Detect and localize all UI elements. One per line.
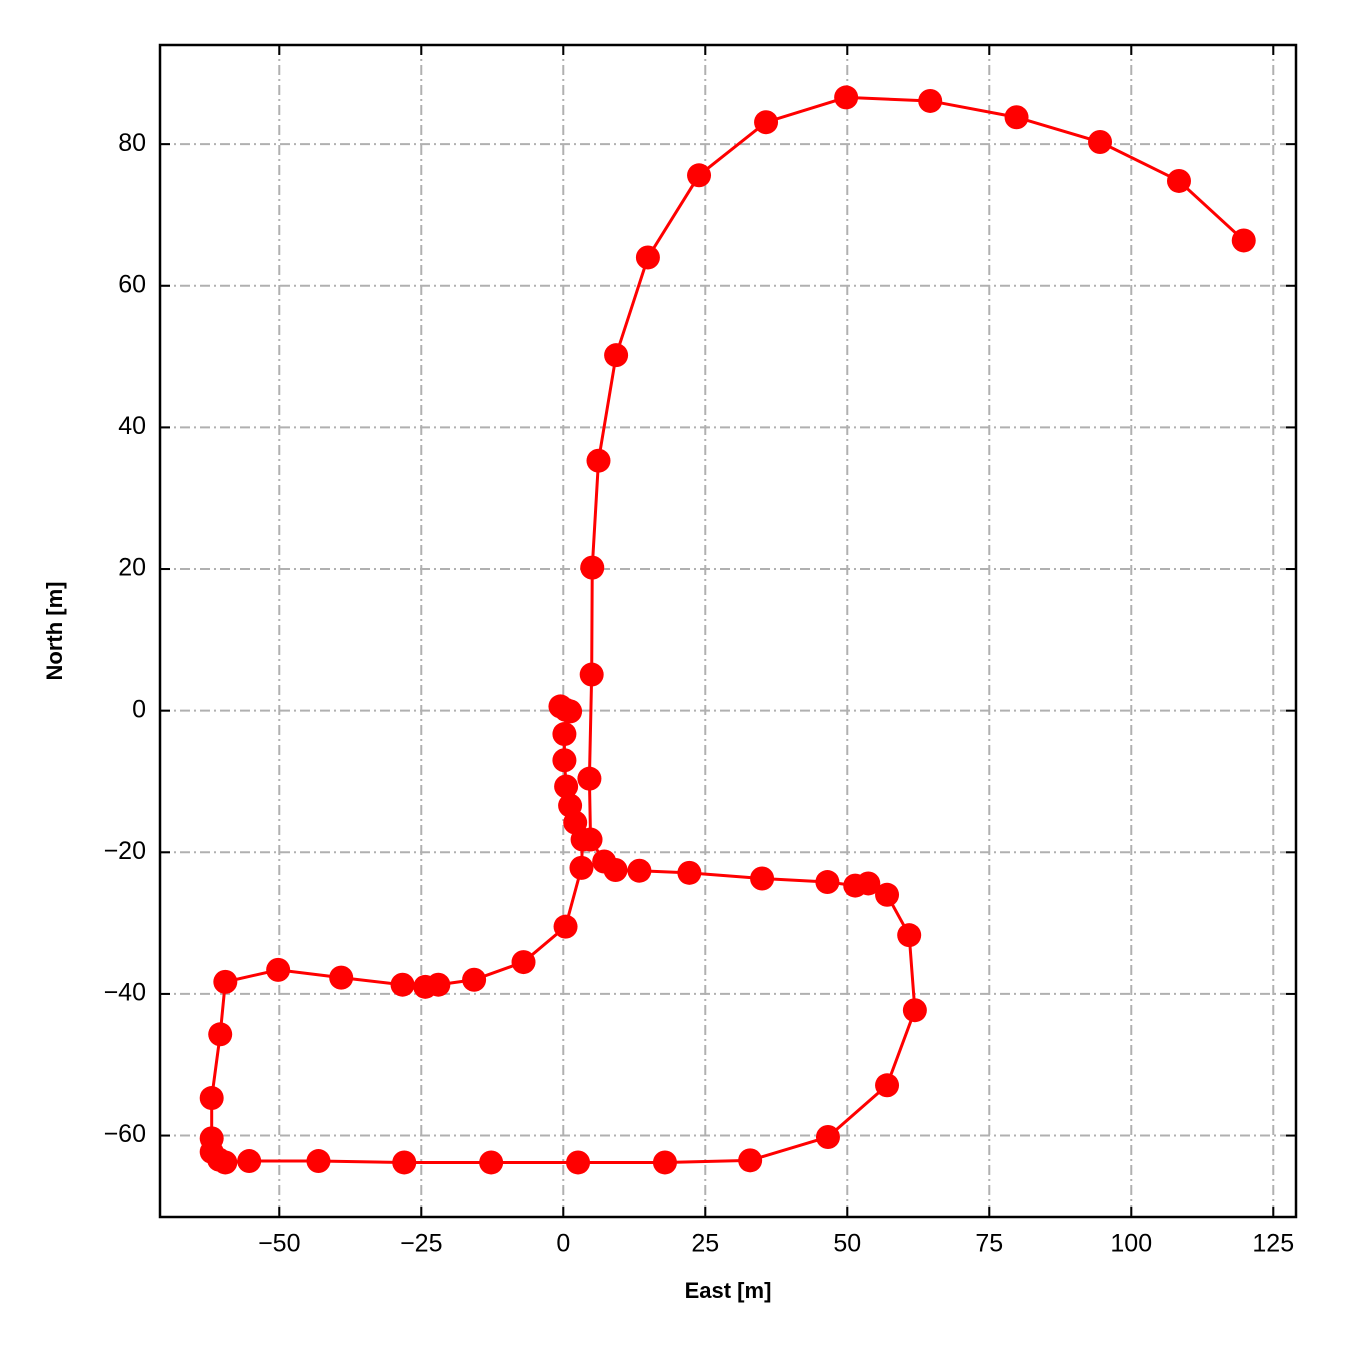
point-marker: [554, 774, 579, 799]
point-marker: [875, 1073, 900, 1098]
y-tick-label: −40: [104, 979, 146, 1007]
point-marker: [462, 967, 487, 992]
point-marker: [635, 245, 660, 270]
y-tick-label: 0: [132, 695, 146, 723]
point-marker: [897, 923, 922, 948]
point-marker: [652, 1150, 677, 1175]
point-marker: [553, 914, 578, 939]
point-marker: [1088, 130, 1113, 155]
x-tick-label: 75: [975, 1230, 1003, 1258]
trajectory-line: [210, 95, 1245, 1164]
point-marker: [566, 1150, 591, 1175]
point-marker: [479, 1150, 504, 1175]
point-marker: [266, 957, 291, 982]
point-marker: [413, 974, 438, 999]
x-tick-label: 0: [556, 1230, 570, 1258]
point-marker: [390, 972, 415, 997]
x-tick-label: 100: [1110, 1230, 1152, 1258]
point-marker: [511, 950, 536, 975]
point-marker: [604, 343, 629, 368]
point-marker: [580, 555, 605, 580]
point-marker: [738, 1148, 763, 1173]
point-marker: [902, 998, 927, 1023]
point-marker: [627, 858, 652, 883]
point-marker: [815, 1124, 840, 1149]
point-marker: [834, 85, 859, 110]
point-marker: [558, 699, 583, 724]
point-marker: [392, 1150, 417, 1175]
y-tick-label: −60: [104, 1120, 146, 1148]
point-marker: [918, 88, 943, 113]
point-marker: [569, 855, 594, 880]
x-tick-label: 50: [833, 1230, 861, 1258]
point-marker: [815, 870, 840, 895]
point-marker: [577, 766, 602, 791]
point-marker: [750, 866, 775, 891]
y-tick-label: 60: [118, 270, 146, 298]
x-tick-label: 25: [691, 1230, 719, 1258]
point-marker: [199, 1086, 224, 1111]
point-marker: [579, 662, 604, 687]
point-marker: [552, 748, 577, 773]
point-marker: [578, 827, 603, 852]
x-tick-label: −25: [400, 1230, 442, 1258]
point-marker: [592, 849, 617, 874]
point-marker: [687, 163, 712, 188]
point-marker: [329, 965, 354, 990]
point-marker: [1166, 168, 1191, 193]
y-tick-label: 20: [118, 554, 146, 582]
x-tick-label: −50: [258, 1230, 300, 1258]
plot-frame: [158, 43, 1298, 1219]
point-marker: [1004, 105, 1029, 130]
point-marker: [213, 969, 238, 994]
y-tick-label: 40: [118, 412, 146, 440]
point-marker: [237, 1149, 262, 1174]
y-tick-label: 80: [118, 129, 146, 157]
point-marker: [586, 448, 611, 473]
point-marker: [875, 882, 900, 907]
x-axis-label: East [m]: [685, 1278, 772, 1303]
point-marker: [208, 1022, 233, 1047]
x-tick-label: 125: [1252, 1230, 1294, 1258]
point-marker: [843, 873, 868, 898]
y-axis-label: North [m]: [42, 582, 67, 681]
point-marker: [213, 1150, 238, 1175]
point-marker: [552, 722, 577, 747]
y-tick-label: −20: [104, 837, 146, 865]
point-marker: [1231, 228, 1256, 253]
point-marker: [677, 860, 702, 885]
point-marker: [754, 110, 779, 135]
point-marker: [306, 1149, 331, 1174]
